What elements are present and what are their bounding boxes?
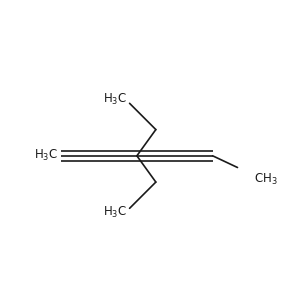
- Text: H$_3$C: H$_3$C: [103, 92, 127, 106]
- Text: H$_3$C: H$_3$C: [103, 205, 127, 220]
- Text: CH$_3$: CH$_3$: [254, 172, 277, 187]
- Text: H$_3$C: H$_3$C: [34, 148, 58, 164]
